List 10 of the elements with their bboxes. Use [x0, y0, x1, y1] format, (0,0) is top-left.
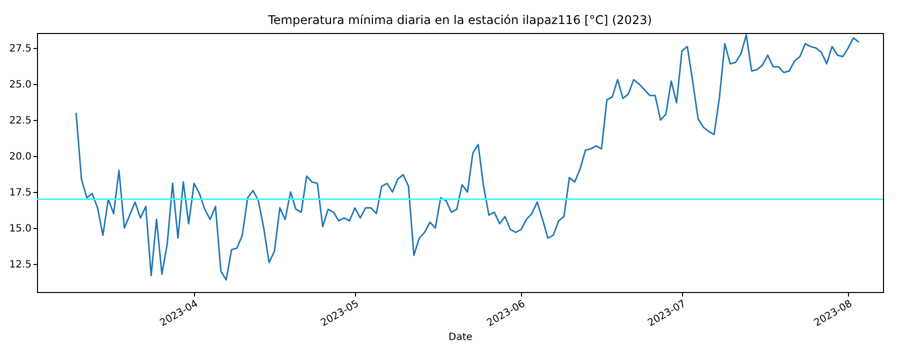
y-tick-label: 17.5: [9, 188, 32, 199]
y-tick-label: 25.0: [9, 79, 32, 90]
x-axis-title: Date: [448, 332, 472, 344]
y-tick-label: 20.0: [9, 152, 32, 163]
y-tick-label: 12.5: [9, 260, 32, 271]
y-tick-label: 22.5: [9, 116, 32, 127]
chart-title: Temperatura mínima diaria en la estación ilapaz116 [°C] (2023): [267, 13, 652, 27]
y-tick-label: 15.0: [9, 224, 32, 235]
line-series: [75, 34, 860, 281]
y-tick-label: 27.5: [9, 43, 32, 54]
